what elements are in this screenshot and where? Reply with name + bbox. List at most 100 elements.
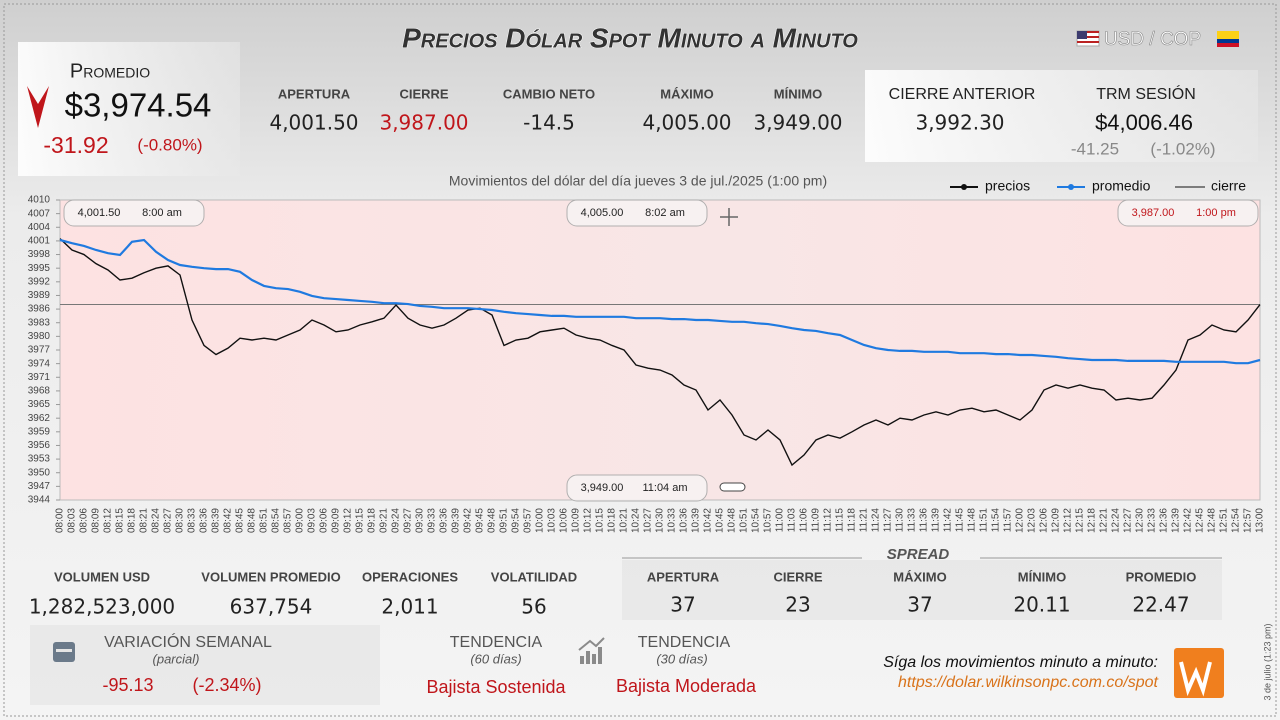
y-tick-label: 3971: [28, 372, 51, 383]
x-tick-label: 08:51: [259, 508, 270, 533]
x-tick-label: 12:24: [1111, 508, 1122, 533]
y-tick-label: 3998: [28, 249, 51, 260]
previous-box: [865, 70, 1258, 162]
promedio-box: [18, 42, 240, 176]
x-tick-label: 11:15: [835, 508, 846, 533]
trm-change-pct: (-1.02%): [1150, 139, 1215, 158]
x-tick-label: 11:24: [871, 508, 882, 533]
spread-label: APERTURA: [647, 569, 720, 584]
x-tick-label: 11:12: [823, 508, 834, 533]
x-tick-label: 10:36: [679, 508, 690, 533]
x-tick-label: 09:30: [415, 508, 426, 533]
y-tick-label: 3944: [28, 495, 51, 506]
y-tick-label: 3992: [28, 276, 51, 287]
promedio-value: $3,974.54: [65, 87, 212, 124]
trend-icon: [578, 637, 605, 664]
x-tick-label: 09:36: [439, 508, 450, 533]
x-tick-label: 12:18: [1087, 508, 1098, 533]
x-tick-label: 13:00: [1255, 508, 1266, 533]
frame: [3, 3, 1277, 717]
annotation-price: 3,987.00: [1132, 207, 1175, 219]
annotation-time: 8:02 am: [645, 207, 685, 219]
x-tick-label: 11:03: [787, 508, 798, 533]
volume-label: VOLUMEN USD: [54, 569, 150, 584]
x-tick-label: 12:54: [1231, 508, 1242, 533]
trm-label: TRM SESIÓN: [1096, 84, 1196, 103]
spread-value: 20.11: [1013, 593, 1070, 617]
site-url[interactable]: https://dolar.wilkinsonpc.com.co/spot: [898, 674, 1159, 691]
series-line: [59, 238, 1261, 467]
x-tick-label: 10:45: [715, 508, 726, 533]
legend-marker: [961, 184, 967, 190]
y-tick-label: 3953: [28, 454, 51, 465]
x-tick-label: 10:24: [631, 508, 642, 533]
y-tick-label: 3995: [28, 263, 51, 274]
x-tick-label: 09:33: [427, 508, 438, 533]
x-tick-label: 08:48: [247, 508, 258, 533]
x-tick-label: 10:12: [583, 508, 594, 533]
annotation-price: 4,001.50: [78, 207, 121, 219]
spread-label: MÍNIMO: [1018, 569, 1066, 584]
x-tick-label: 11:00: [775, 508, 786, 533]
y-tick-label: 4001: [28, 236, 51, 247]
volume-value: 1,282,523,000: [29, 595, 175, 619]
us-flag: [1076, 30, 1100, 47]
spread-value: 37: [907, 593, 932, 617]
volume-value: 637,754: [230, 595, 313, 619]
x-tick-label: 10:42: [703, 508, 714, 533]
down-arrow: [27, 86, 49, 128]
weekly-note: (parcial): [153, 651, 200, 666]
previous-label: CIERRE ANTERIOR: [889, 86, 1036, 103]
trend-label: TENDENCIA: [450, 634, 543, 651]
timestamp: 3 de julio (1:23 pm): [1262, 623, 1272, 700]
x-tick-label: 09:18: [367, 508, 378, 533]
spread-box: [622, 560, 1222, 620]
spread-title: SPREAD: [887, 546, 950, 563]
trend-period: (60 días): [470, 651, 521, 666]
annotation-time: 8:00 am: [142, 207, 182, 219]
x-tick-label: 09:15: [355, 508, 366, 533]
x-tick-label: 10:30: [655, 508, 666, 533]
volume-label: OPERACIONES: [362, 569, 458, 584]
legend-label: promedio: [1092, 178, 1151, 194]
x-tick-label: 09:12: [343, 508, 354, 533]
y-tick-label: 3980: [28, 331, 51, 342]
legend-marker: [1068, 184, 1074, 190]
series-line: [59, 238, 1261, 365]
x-tick-label: 12:06: [1039, 508, 1050, 533]
x-tick-label: 08:15: [115, 508, 126, 533]
x-tick-label: 10:54: [751, 508, 762, 533]
y-tick-label: 4007: [28, 208, 51, 219]
x-tick-label: 10:39: [691, 508, 702, 533]
x-tick-label: 11:21: [859, 508, 870, 533]
x-tick-label: 11:39: [931, 508, 942, 533]
volume-value: 2,011: [381, 595, 438, 619]
chart-title: Movimientos del dólar del día jueves 3 d…: [449, 173, 827, 189]
x-tick-label: 10:21: [619, 508, 630, 533]
annotation-box: [1117, 199, 1259, 227]
x-tick-label: 08:42: [223, 508, 234, 533]
volume-label: VOLUMEN PROMEDIO: [201, 569, 340, 584]
x-tick-label: 11:33: [907, 508, 918, 533]
plot-area: [59, 199, 1261, 501]
x-tick-label: 09:39: [451, 508, 462, 533]
x-tick-label: 09:51: [499, 508, 510, 533]
x-tick-label: 08:45: [235, 508, 246, 533]
x-tick-label: 12:45: [1195, 508, 1206, 533]
spread-value: 22.47: [1132, 593, 1189, 617]
promedio-change-pct: (-0.80%): [137, 135, 202, 154]
crosshair-icon: [720, 208, 738, 226]
y-tick-label: 3962: [28, 413, 51, 424]
x-tick-label: 11:42: [943, 508, 954, 533]
x-tick-label: 12:09: [1051, 508, 1062, 533]
x-tick-label: 12:30: [1135, 508, 1146, 533]
x-tick-label: 09:21: [379, 508, 390, 533]
chart: 4010 4007 4004 4001 3998 3995 3992 3989 3986 3983…: [28, 178, 1266, 533]
x-tick-label: 12:03: [1027, 508, 1038, 533]
annotation-price: 3,949.00: [581, 482, 624, 494]
stat-label: APERTURA: [278, 86, 351, 101]
y-tick-label: 3959: [28, 426, 51, 437]
trm-value: $4,006.46: [1095, 110, 1193, 135]
x-tick-label: 08:54: [271, 508, 282, 533]
x-tick-label: 12:57: [1243, 508, 1254, 533]
